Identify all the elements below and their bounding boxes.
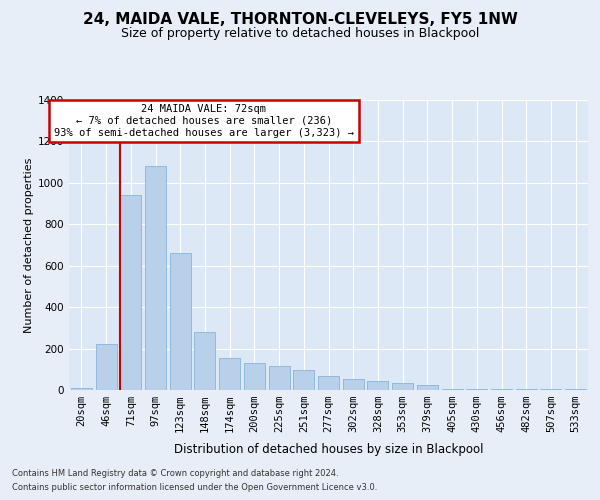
- Bar: [442, 389, 463, 390]
- Bar: [491, 389, 512, 390]
- Bar: [516, 389, 537, 390]
- Y-axis label: Number of detached properties: Number of detached properties: [24, 158, 34, 332]
- Bar: [318, 376, 339, 390]
- Bar: [95, 344, 116, 390]
- Bar: [71, 388, 92, 390]
- Text: Contains public sector information licensed under the Open Government Licence v3: Contains public sector information licen…: [12, 484, 377, 492]
- Bar: [343, 378, 364, 390]
- Bar: [417, 385, 438, 390]
- Text: 24 MAIDA VALE: 72sqm
← 7% of detached houses are smaller (236)
93% of semi-detac: 24 MAIDA VALE: 72sqm ← 7% of detached ho…: [54, 104, 354, 138]
- Bar: [244, 363, 265, 390]
- Bar: [565, 389, 586, 390]
- Text: Contains HM Land Registry data © Crown copyright and database right 2024.: Contains HM Land Registry data © Crown c…: [12, 468, 338, 477]
- Bar: [541, 389, 562, 390]
- Bar: [269, 366, 290, 390]
- Bar: [194, 332, 215, 390]
- Text: Distribution of detached houses by size in Blackpool: Distribution of detached houses by size …: [174, 442, 484, 456]
- Bar: [466, 389, 487, 390]
- Bar: [170, 254, 191, 390]
- Bar: [145, 166, 166, 390]
- Bar: [219, 358, 240, 390]
- Bar: [367, 380, 388, 390]
- Bar: [392, 383, 413, 390]
- Text: Size of property relative to detached houses in Blackpool: Size of property relative to detached ho…: [121, 28, 479, 40]
- Text: 24, MAIDA VALE, THORNTON-CLEVELEYS, FY5 1NW: 24, MAIDA VALE, THORNTON-CLEVELEYS, FY5 …: [83, 12, 517, 28]
- Bar: [120, 196, 141, 390]
- Bar: [293, 370, 314, 390]
